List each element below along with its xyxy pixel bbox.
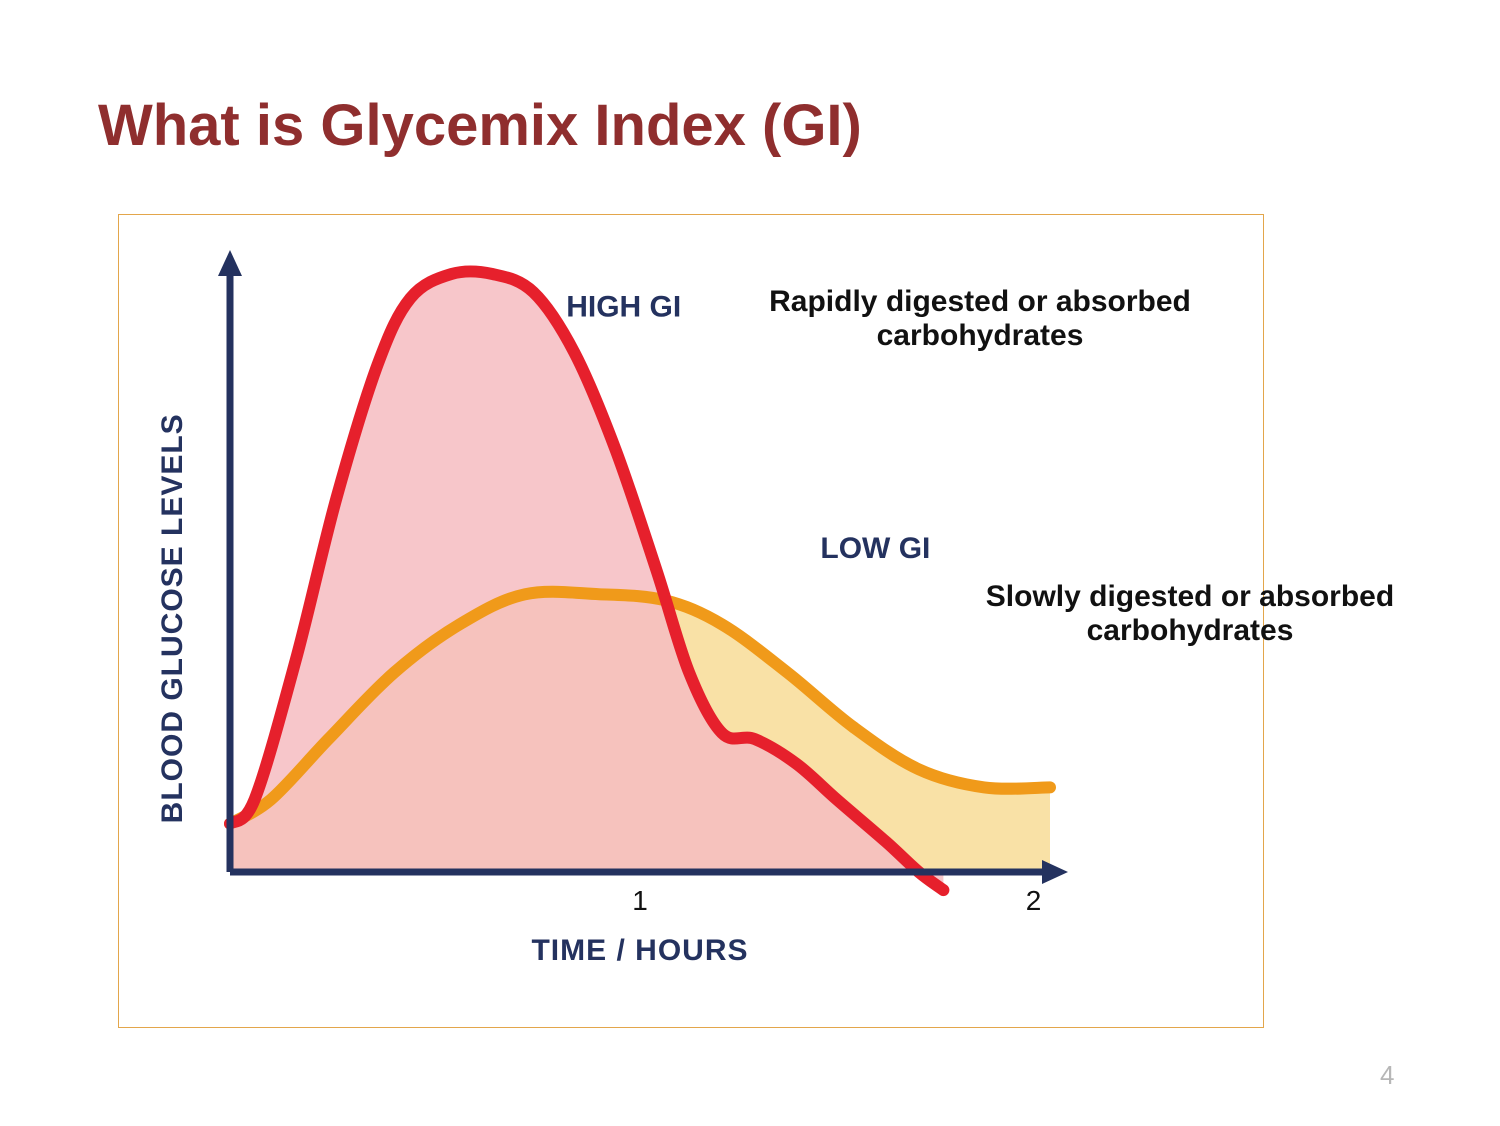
y-axis-arrow — [218, 250, 242, 276]
annotation-low-line2: carbohydrates — [920, 614, 1460, 648]
annotation-high-line1: Rapidly digested or absorbed — [700, 285, 1260, 319]
y-axis-label: BLOOD GLUCOSE LEVELS — [156, 413, 189, 823]
page-number: 4 — [1380, 1060, 1394, 1091]
annotation-low-line1: Slowly digested or absorbed — [920, 580, 1460, 614]
high-gi-label: HIGH GI — [566, 290, 681, 323]
x-tick-label: 1 — [632, 885, 648, 916]
annotation-high-gi: Rapidly digested or absorbed carbohydrat… — [700, 285, 1260, 353]
x-axis-arrow — [1042, 860, 1068, 884]
x-tick-label: 2 — [1026, 885, 1042, 916]
annotation-low-gi: Slowly digested or absorbed carbohydrate… — [920, 580, 1460, 648]
page-title: What is Glycemix Index (GI) — [98, 92, 862, 159]
x-axis-label: TIME / HOURS — [531, 934, 748, 967]
low-gi-label: LOW GI — [820, 532, 930, 565]
annotation-high-line2: carbohydrates — [700, 319, 1260, 353]
